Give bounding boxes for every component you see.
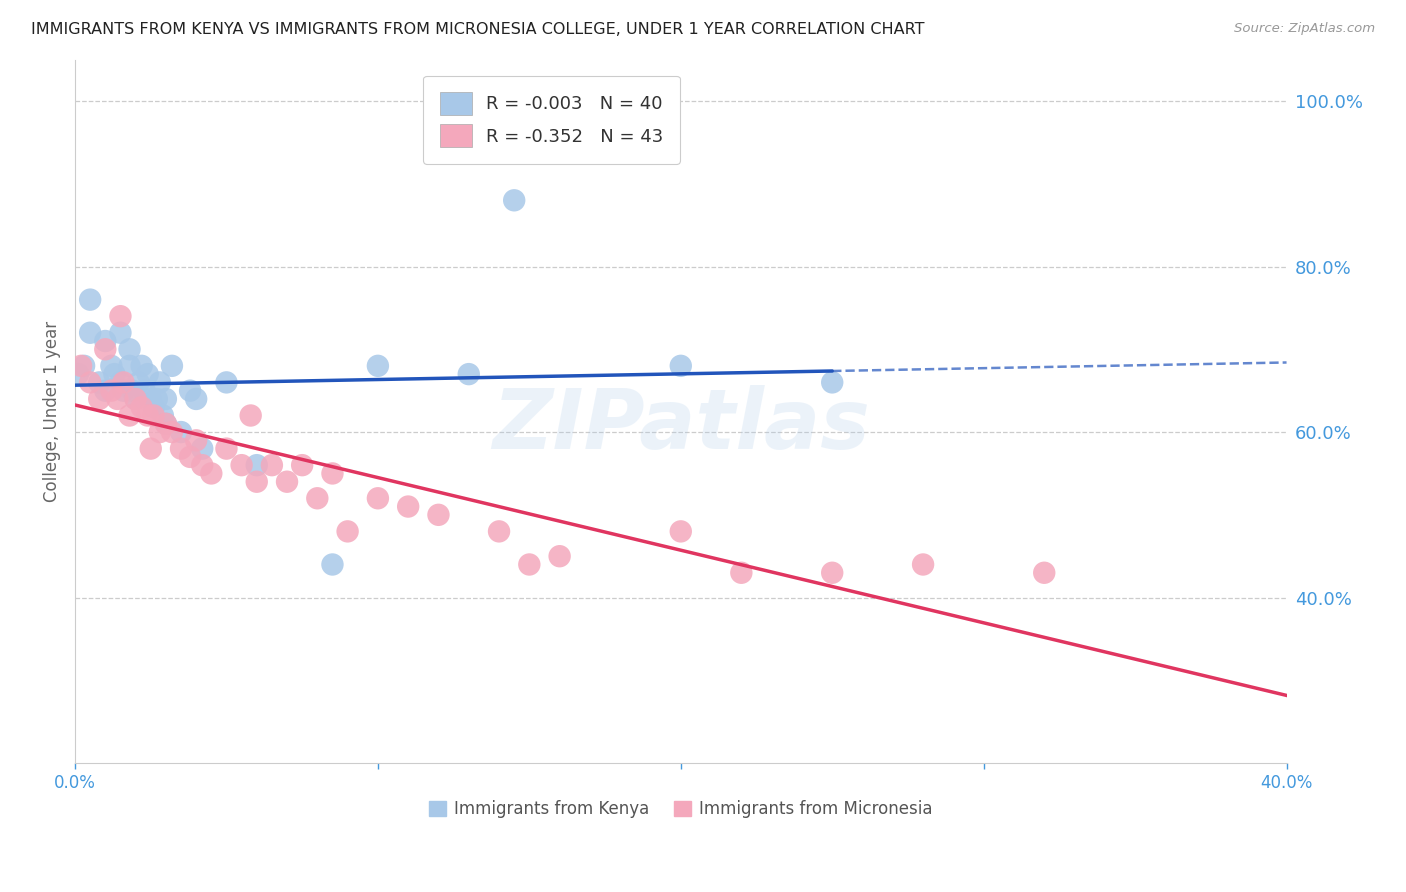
Point xyxy=(239,409,262,423)
Point xyxy=(94,384,117,398)
Point xyxy=(367,491,389,506)
Point xyxy=(131,401,153,415)
Text: Source: ZipAtlas.com: Source: ZipAtlas.com xyxy=(1234,22,1375,36)
Point xyxy=(139,442,162,456)
Point xyxy=(186,392,208,406)
Point xyxy=(179,450,201,464)
Point xyxy=(1033,566,1056,580)
Point xyxy=(191,442,214,456)
Point xyxy=(321,558,343,572)
Point xyxy=(367,359,389,373)
Point xyxy=(110,376,132,390)
Point xyxy=(155,392,177,406)
Point xyxy=(170,425,193,439)
Point xyxy=(336,524,359,539)
Point xyxy=(215,442,238,456)
Point xyxy=(112,376,135,390)
Point xyxy=(517,558,540,572)
Point xyxy=(155,417,177,431)
Point xyxy=(110,309,132,323)
Text: ZIPatlas: ZIPatlas xyxy=(492,385,870,466)
Point xyxy=(427,508,450,522)
Point xyxy=(142,409,165,423)
Point xyxy=(231,458,253,472)
Point xyxy=(200,467,222,481)
Point xyxy=(136,409,159,423)
Point xyxy=(155,417,177,431)
Point xyxy=(70,359,93,373)
Point xyxy=(128,376,150,390)
Point xyxy=(79,376,101,390)
Point xyxy=(112,384,135,398)
Point xyxy=(246,475,269,489)
Point xyxy=(100,359,122,373)
Point xyxy=(103,367,125,381)
Point xyxy=(149,425,172,439)
Point xyxy=(152,409,174,423)
Point xyxy=(160,359,183,373)
Point xyxy=(276,475,298,489)
Point xyxy=(170,442,193,456)
Point xyxy=(67,367,90,381)
Point xyxy=(94,343,117,357)
Point xyxy=(488,524,510,539)
Point xyxy=(118,359,141,373)
Point xyxy=(548,549,571,564)
Point xyxy=(136,367,159,381)
Point xyxy=(134,384,156,398)
Point xyxy=(191,458,214,472)
Point xyxy=(110,326,132,340)
Point xyxy=(396,500,419,514)
Point xyxy=(179,384,201,398)
Point xyxy=(124,392,146,406)
Point xyxy=(79,326,101,340)
Point xyxy=(94,334,117,348)
Point xyxy=(121,384,143,398)
Point xyxy=(124,392,146,406)
Point xyxy=(912,558,935,572)
Y-axis label: College, Under 1 year: College, Under 1 year xyxy=(44,321,60,502)
Legend: Immigrants from Kenya, Immigrants from Micronesia: Immigrants from Kenya, Immigrants from M… xyxy=(422,794,939,825)
Point xyxy=(260,458,283,472)
Point xyxy=(321,467,343,481)
Point xyxy=(73,359,96,373)
Point xyxy=(669,524,692,539)
Point xyxy=(291,458,314,472)
Point xyxy=(149,376,172,390)
Point xyxy=(669,359,692,373)
Point xyxy=(142,401,165,415)
Point xyxy=(186,434,208,448)
Point xyxy=(100,384,122,398)
Point xyxy=(215,376,238,390)
Text: IMMIGRANTS FROM KENYA VS IMMIGRANTS FROM MICRONESIA COLLEGE, UNDER 1 YEAR CORREL: IMMIGRANTS FROM KENYA VS IMMIGRANTS FROM… xyxy=(31,22,924,37)
Point xyxy=(118,343,141,357)
Point xyxy=(89,376,111,390)
Point xyxy=(139,392,162,406)
Point xyxy=(730,566,752,580)
Point xyxy=(107,392,129,406)
Point xyxy=(89,392,111,406)
Point xyxy=(79,293,101,307)
Point xyxy=(307,491,329,506)
Point xyxy=(821,376,844,390)
Point xyxy=(821,566,844,580)
Point xyxy=(503,194,526,208)
Point xyxy=(146,392,169,406)
Point xyxy=(457,367,479,381)
Point xyxy=(160,425,183,439)
Point xyxy=(131,359,153,373)
Point xyxy=(246,458,269,472)
Point xyxy=(118,409,141,423)
